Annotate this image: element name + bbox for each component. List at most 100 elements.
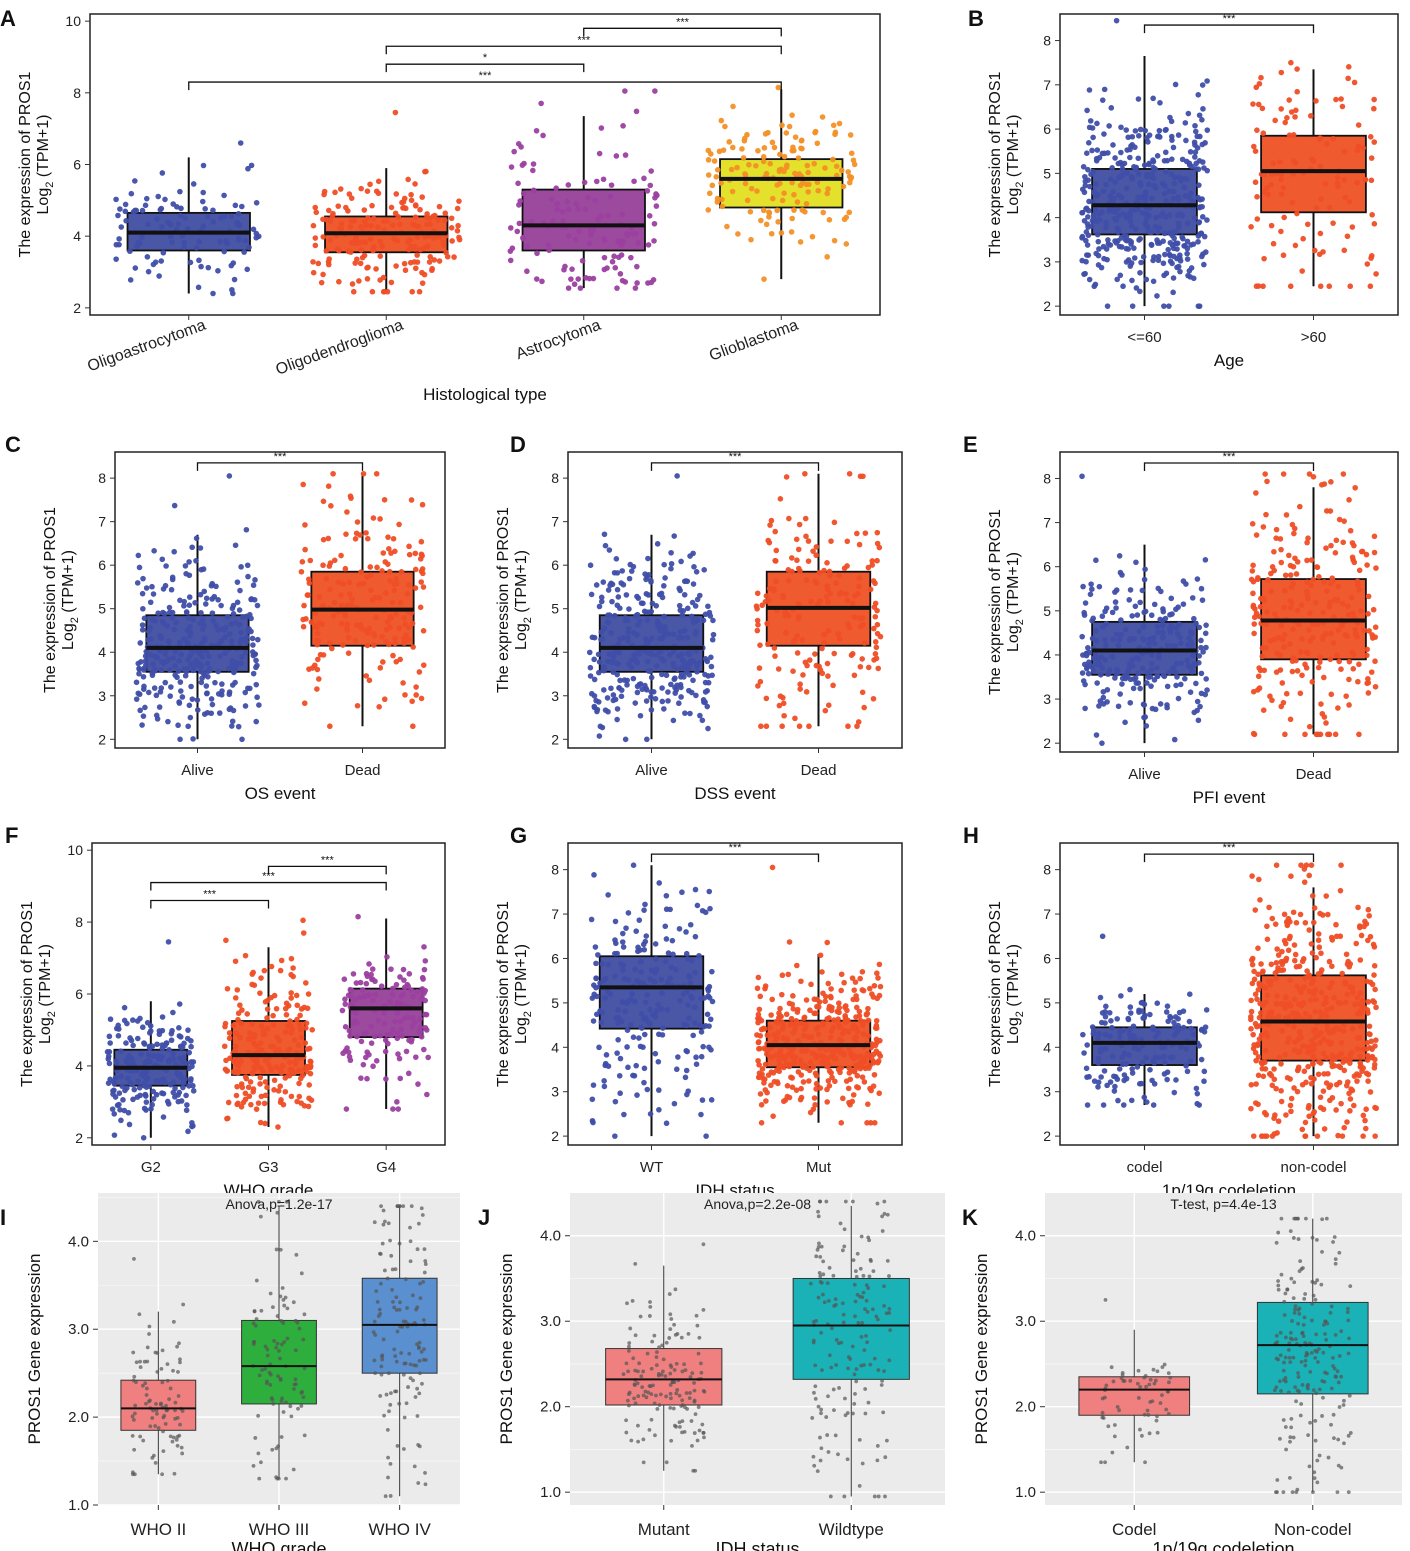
data-point [418, 579, 425, 585]
data-point [1148, 612, 1155, 619]
data-point [409, 620, 416, 627]
data-point [451, 254, 457, 260]
data-point [115, 212, 121, 219]
data-point [1191, 139, 1198, 146]
data-point [767, 522, 773, 528]
data-point [619, 999, 626, 1005]
data-point [394, 999, 400, 1006]
data-point [1161, 1053, 1167, 1060]
data-point [1128, 239, 1135, 245]
data-point [393, 575, 399, 582]
data-point [395, 1106, 402, 1112]
data-point [160, 609, 166, 616]
data-point [1149, 1077, 1155, 1084]
data-point [325, 261, 332, 268]
data-point [242, 703, 249, 709]
data-point [1372, 658, 1378, 665]
data-point [651, 978, 658, 985]
data-point [369, 976, 375, 983]
data-point [610, 692, 617, 698]
data-point [1177, 634, 1183, 641]
data-point [243, 526, 250, 533]
y-tick-label: 1.0 [68, 1497, 89, 1514]
data-point [803, 689, 810, 695]
data-point [1343, 693, 1349, 699]
data-point [1196, 624, 1203, 631]
data-point [579, 257, 586, 264]
data-point [714, 199, 721, 205]
data-point [226, 689, 233, 695]
data-point [340, 580, 347, 587]
data-point [792, 715, 798, 722]
data-point [454, 205, 461, 212]
data-point [810, 548, 816, 554]
data-point [232, 679, 238, 686]
data-point [1352, 626, 1359, 633]
data-point [235, 1100, 241, 1107]
data-point [1290, 580, 1296, 587]
data-point [611, 569, 618, 576]
panel-label: C [5, 432, 21, 457]
data-point [1185, 110, 1192, 117]
data-point [412, 203, 419, 209]
data-point [157, 689, 164, 695]
significance-label: *** [321, 854, 335, 866]
data-point [1281, 644, 1287, 650]
data-point [874, 529, 881, 536]
data-point [1295, 1001, 1302, 1007]
data-point [1111, 209, 1118, 215]
data-point [1134, 612, 1141, 618]
data-point [181, 244, 187, 251]
data-point [790, 993, 796, 999]
data-point [1096, 211, 1103, 217]
data-point [842, 1012, 848, 1019]
data-point [586, 649, 593, 656]
data-point [1202, 691, 1209, 698]
data-point [388, 204, 395, 211]
data-point [644, 736, 650, 743]
data-point [140, 575, 146, 582]
data-point [814, 996, 820, 1003]
data-point [799, 637, 805, 643]
data-point [1338, 96, 1344, 102]
data-point [204, 709, 211, 716]
data-point [1319, 636, 1326, 642]
data-point [670, 951, 676, 958]
data-point [591, 872, 597, 878]
data-point [238, 660, 244, 667]
data-point [619, 939, 626, 945]
data-point [205, 668, 211, 675]
data-point [862, 1065, 869, 1072]
data-point [836, 1024, 843, 1031]
data-point [1275, 1118, 1282, 1125]
data-point [1184, 245, 1191, 252]
data-point [705, 147, 712, 154]
data-point [686, 1015, 692, 1022]
data-point [607, 582, 613, 589]
data-point [1121, 160, 1128, 167]
data-point [639, 1025, 645, 1031]
data-point [859, 622, 866, 628]
data-point [595, 952, 601, 958]
data-point [260, 1068, 266, 1075]
data-point [1306, 627, 1312, 633]
data-point [1333, 921, 1339, 928]
data-point [1304, 968, 1310, 974]
data-point [366, 625, 373, 632]
data-point [1306, 988, 1313, 995]
data-point [1252, 1049, 1259, 1056]
data-point [228, 262, 235, 269]
data-point [262, 1092, 269, 1099]
data-point [1161, 1071, 1168, 1077]
data-point [270, 1012, 276, 1019]
data-point [1368, 669, 1375, 675]
data-point [347, 986, 354, 993]
data-point [393, 611, 399, 617]
data-point [1372, 986, 1378, 993]
data-point [1147, 1067, 1153, 1073]
data-point [1130, 1023, 1137, 1030]
data-point [852, 1062, 859, 1069]
data-point [1333, 933, 1340, 940]
data-point [190, 1059, 197, 1065]
